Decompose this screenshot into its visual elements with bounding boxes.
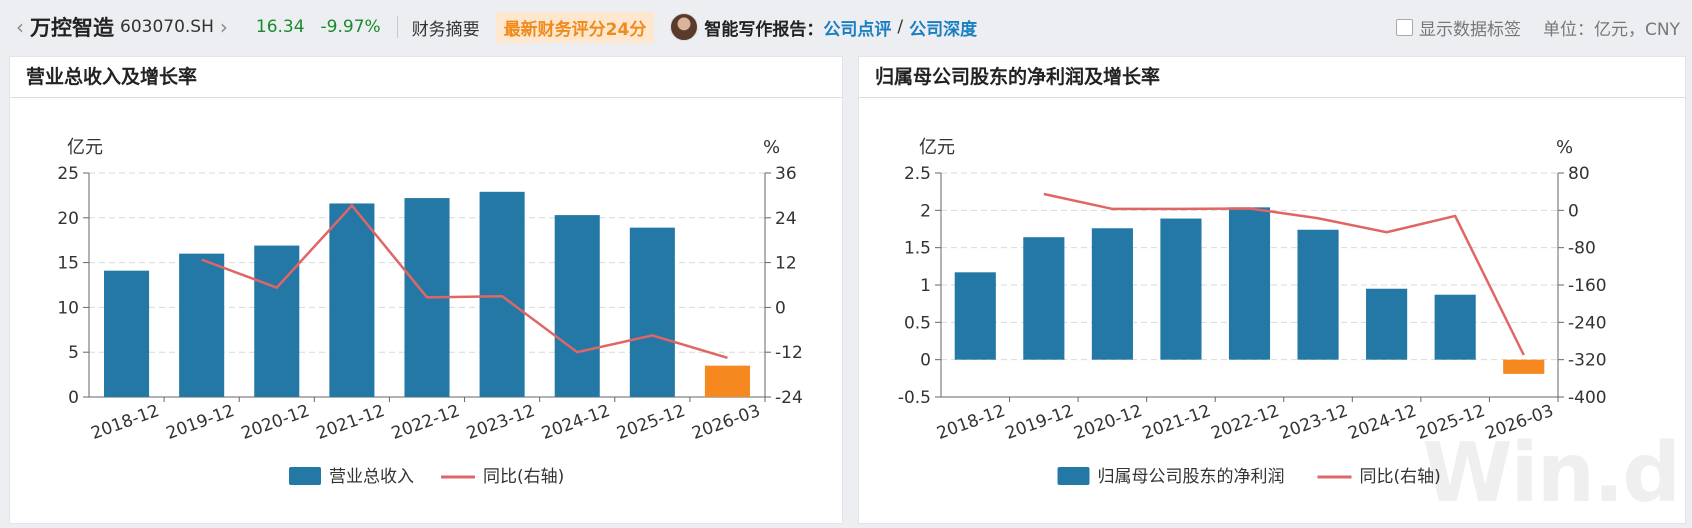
yoy-line [201, 203, 728, 359]
x-tick-label: 2021-12 [1140, 401, 1214, 444]
x-tick-label: 2021-12 [314, 401, 388, 444]
bar [1023, 237, 1065, 360]
right-tick-label: 36 [775, 164, 797, 184]
yoy-line [1043, 192, 1525, 356]
company-depth-link[interactable]: 公司深度 [909, 19, 978, 40]
left-tick-label: 15 [57, 254, 79, 274]
net-profit-chart: -0.5 0 0.5 1 1.5 2 2.5 -400 -320 -240 -160 -80 0 80 亿元… [898, 137, 1607, 487]
x-tick-label: 2022-12 [389, 401, 463, 444]
x-tick-label: 2019-12 [1003, 401, 1077, 444]
x-tick-label: 2020-12 [239, 401, 313, 444]
stock-name: 万控智造 [30, 16, 114, 40]
x-tick-label: 2024-12 [539, 401, 613, 444]
left-tick-label: 1.5 [904, 239, 931, 259]
bar [554, 215, 600, 397]
stock-header: ‹ 万控智造 603070.SH › 16.34 -9.97% 财务摘要 最新财… [0, 0, 1692, 54]
revenue-chart: 0 5 10 15 20 25 -24 -12 0 12 24 36 亿元 % 2018-12 2019-12… [57, 137, 803, 487]
right-tick-label: -24 [775, 388, 803, 408]
right-tick-label: 24 [775, 209, 797, 229]
left-tick-label: 20 [57, 209, 79, 229]
x-tick-label: 2018-12 [88, 401, 162, 444]
bar [179, 253, 225, 397]
revenue-panel-title: 营业总收入及增长率 [10, 57, 842, 98]
divider [396, 16, 398, 38]
legend-bar-swatch [1057, 467, 1090, 485]
stock-code: 603070.SH [120, 17, 214, 37]
right-tick-label: -240 [1568, 313, 1607, 333]
legend-bar-label: 营业总收入 [329, 467, 414, 487]
x-tick-label: 2022-12 [1208, 401, 1282, 444]
unit-label: 单位：亿元，CNY [1543, 19, 1680, 40]
bar [479, 191, 525, 397]
right-unit-label: % [763, 137, 780, 158]
bar [104, 270, 150, 397]
left-tick-label: 2 [920, 201, 931, 221]
wind-watermark: Win.d [1422, 426, 1681, 521]
right-tick-label: 12 [775, 254, 797, 274]
revenue-panel: 营业总收入及增长率 0 5 10 15 20 25 -24 -12 0 12 24 36 亿元% 2018… [9, 56, 843, 524]
stock-change: -9.97% [320, 17, 381, 37]
bar [1228, 207, 1271, 360]
left-unit-label: 亿元 [67, 137, 103, 158]
right-tick-label: -160 [1568, 276, 1607, 296]
bar [254, 245, 300, 397]
x-tick-label: 2025-12 [614, 401, 688, 444]
bar [329, 203, 375, 397]
left-tick-label: 5 [68, 343, 79, 363]
show-data-labels-checkbox[interactable] [1396, 18, 1414, 36]
chevron-left-icon[interactable]: ‹ [16, 15, 24, 39]
left-unit-label: 亿元 [919, 137, 955, 158]
x-tick-label: 2023-12 [1277, 401, 1351, 444]
left-tick-label: 0 [68, 388, 79, 408]
stock-price: 16.34 [255, 17, 305, 37]
right-tick-label: -320 [1568, 351, 1607, 371]
left-tick-label: 0 [920, 351, 931, 371]
bar [1160, 218, 1202, 360]
net-profit-panel: 归属母公司股东的净利润及增长率 -0.5 0 0.5 1 1.5 2 2.5 -400 -320… [858, 56, 1686, 524]
chevron-right-icon[interactable]: › [219, 15, 228, 39]
legend-bar-swatch [289, 467, 321, 485]
show-data-labels-label[interactable]: 显示数据标签 [1419, 19, 1522, 40]
bar [1091, 228, 1133, 360]
bar [1503, 359, 1545, 374]
x-tick-label: 2024-12 [1346, 401, 1420, 444]
right-tick-label: -400 [1568, 388, 1607, 408]
left-tick-label: 25 [57, 164, 79, 184]
left-tick-label: 1 [920, 276, 931, 296]
x-tick-label: 2020-12 [1071, 401, 1145, 444]
link-separator: / [897, 17, 904, 37]
financial-score-badge[interactable]: 最新财务评分24分 [495, 11, 655, 43]
bar [1434, 294, 1476, 360]
bar [629, 227, 675, 397]
legend-line-label: 同比(右轴) [1360, 467, 1441, 487]
right-tick-label: 80 [1568, 164, 1590, 184]
right-tick-label: 0 [775, 298, 786, 318]
left-tick-label: 2.5 [904, 164, 931, 184]
x-tick-label: 2019-12 [164, 401, 238, 444]
left-tick-label: 0.5 [904, 313, 931, 333]
x-tick-label: 2026-03 [689, 401, 763, 444]
x-tick-label: 2018-12 [934, 401, 1008, 444]
right-tick-label: 0 [1568, 201, 1579, 221]
bar [1366, 288, 1408, 360]
legend-bar-label: 归属母公司股东的净利润 [1098, 467, 1285, 487]
company-review-link[interactable]: 公司点评 [823, 19, 892, 40]
right-unit-label: % [1556, 137, 1573, 158]
bar [954, 272, 996, 360]
x-tick-label: 2023-12 [464, 401, 538, 444]
right-tick-label: -80 [1568, 239, 1596, 259]
right-tick-label: -12 [775, 343, 803, 363]
left-tick-label: -0.5 [898, 388, 931, 408]
bar [1297, 229, 1339, 360]
ai-report-label: 智能写作报告： [704, 19, 824, 40]
legend-line-label: 同比(右轴) [483, 467, 564, 487]
left-tick-label: 10 [57, 298, 79, 318]
bar [704, 365, 750, 397]
net-profit-panel-title: 归属母公司股东的净利润及增长率 [859, 57, 1685, 98]
ai-writer-avatar [670, 13, 699, 41]
financial-summary-link[interactable]: 财务摘要 [411, 19, 480, 40]
